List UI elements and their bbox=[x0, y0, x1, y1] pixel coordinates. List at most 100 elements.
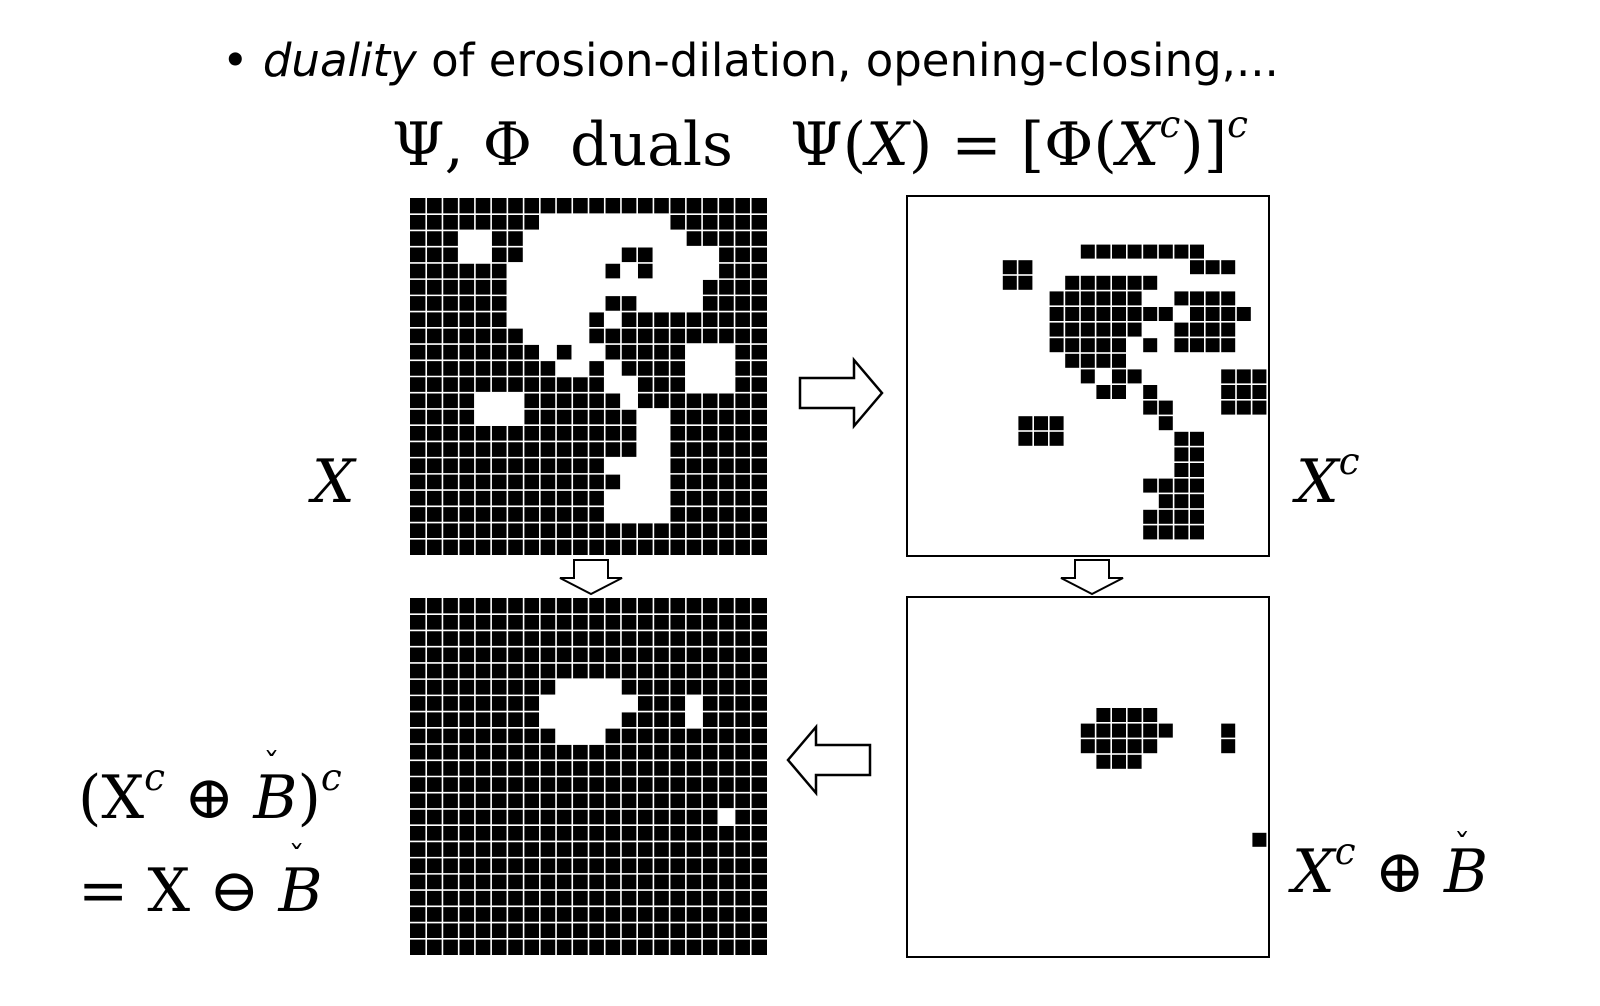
white-cell bbox=[685, 710, 703, 729]
black-cell bbox=[1112, 244, 1126, 259]
white-cell bbox=[571, 327, 590, 345]
black-cell bbox=[1065, 338, 1080, 353]
black-cell bbox=[1127, 369, 1142, 384]
black-cell bbox=[1158, 416, 1173, 431]
label-dil-sup: c bbox=[1334, 829, 1356, 874]
white-cell bbox=[620, 392, 638, 410]
white-cell bbox=[474, 246, 492, 264]
white-cell bbox=[685, 246, 703, 264]
black-cell bbox=[1127, 244, 1142, 259]
white-cell bbox=[522, 229, 541, 248]
white-cell bbox=[522, 246, 541, 264]
white-cell bbox=[717, 343, 736, 361]
heading-rest: of erosion-dilation, opening-closing,... bbox=[416, 34, 1279, 87]
white-cell bbox=[620, 489, 638, 507]
black-cell bbox=[1112, 353, 1126, 368]
white-cell bbox=[571, 262, 590, 280]
black-cell bbox=[1190, 509, 1204, 524]
white-cell bbox=[604, 505, 622, 524]
white-cell bbox=[522, 262, 541, 280]
white-cell bbox=[539, 262, 557, 280]
black-cell bbox=[1080, 353, 1095, 368]
white-cell bbox=[701, 262, 719, 280]
black-cell bbox=[1205, 322, 1220, 337]
white-cell bbox=[620, 278, 638, 296]
black-cell bbox=[1112, 291, 1126, 306]
check-accent: ˇ bbox=[1453, 826, 1471, 866]
black-cell bbox=[1096, 244, 1111, 259]
black-cell bbox=[1143, 275, 1158, 290]
black-cell bbox=[1252, 400, 1267, 415]
white-cell bbox=[604, 375, 622, 394]
black-cell bbox=[1174, 338, 1189, 353]
white-cell bbox=[604, 229, 622, 248]
white-cell bbox=[539, 310, 557, 329]
set-x-grid bbox=[410, 198, 767, 555]
white-cell bbox=[685, 375, 703, 394]
black-cell bbox=[1205, 260, 1220, 275]
black-cell bbox=[1143, 385, 1158, 399]
white-cell bbox=[571, 229, 590, 248]
black-cell bbox=[1143, 509, 1158, 524]
white-cell bbox=[620, 229, 638, 248]
black-cell bbox=[1096, 338, 1111, 353]
black-cell bbox=[1034, 416, 1048, 431]
white-cell bbox=[587, 229, 606, 248]
white-cell bbox=[701, 246, 719, 264]
black-cell bbox=[1096, 739, 1111, 754]
black-cell bbox=[1205, 338, 1220, 353]
white-cell bbox=[587, 343, 606, 361]
white-cell bbox=[571, 343, 590, 361]
black-cell bbox=[1221, 385, 1236, 399]
white-cell bbox=[571, 710, 590, 729]
white-cell bbox=[685, 278, 703, 296]
black-cell bbox=[1236, 307, 1251, 321]
white-cell bbox=[555, 294, 573, 313]
white-cell bbox=[490, 408, 508, 426]
black-cell bbox=[1096, 307, 1111, 321]
white-cell bbox=[474, 229, 492, 248]
black-cell bbox=[1174, 478, 1189, 493]
white-cell bbox=[555, 310, 573, 329]
black-cell bbox=[1190, 338, 1204, 353]
label-xc-base: X bbox=[1296, 447, 1339, 517]
white-cell bbox=[539, 694, 557, 713]
black-cell bbox=[1190, 494, 1204, 509]
black-cell bbox=[1112, 307, 1126, 321]
label-ero-sup1: c bbox=[144, 755, 165, 800]
black-cell bbox=[1065, 307, 1080, 321]
white-cell bbox=[571, 310, 590, 329]
white-cell bbox=[555, 229, 573, 248]
white-cell bbox=[652, 424, 671, 443]
white-cell bbox=[571, 694, 590, 713]
white-cell bbox=[539, 294, 557, 313]
white-cell bbox=[685, 694, 703, 713]
black-cell bbox=[1127, 307, 1142, 321]
black-cell bbox=[1143, 307, 1158, 321]
equation-lhs: Ψ( bbox=[790, 110, 867, 180]
white-cell bbox=[458, 246, 476, 264]
white-cell bbox=[522, 327, 541, 345]
black-cell bbox=[1190, 322, 1204, 337]
black-cell bbox=[1190, 307, 1204, 321]
black-cell bbox=[1112, 369, 1126, 384]
white-cell bbox=[604, 213, 622, 232]
white-cell bbox=[539, 710, 557, 729]
black-cell bbox=[1143, 723, 1158, 738]
black-cell bbox=[1158, 307, 1173, 321]
black-cell bbox=[1190, 447, 1204, 462]
white-cell bbox=[652, 246, 671, 264]
black-cell bbox=[1205, 291, 1220, 306]
black-cell bbox=[1205, 307, 1220, 321]
dilation-xc-grid bbox=[906, 596, 1270, 958]
heading-bullet-line: • duality of erosion-dilation, opening-c… bbox=[222, 38, 1279, 83]
black-cell bbox=[1158, 723, 1173, 738]
black-cell bbox=[1080, 369, 1095, 384]
white-cell bbox=[555, 278, 573, 296]
white-cell bbox=[539, 213, 557, 232]
white-cell bbox=[669, 278, 687, 296]
heading-emphasis: duality bbox=[262, 34, 417, 87]
white-cell bbox=[669, 246, 687, 264]
